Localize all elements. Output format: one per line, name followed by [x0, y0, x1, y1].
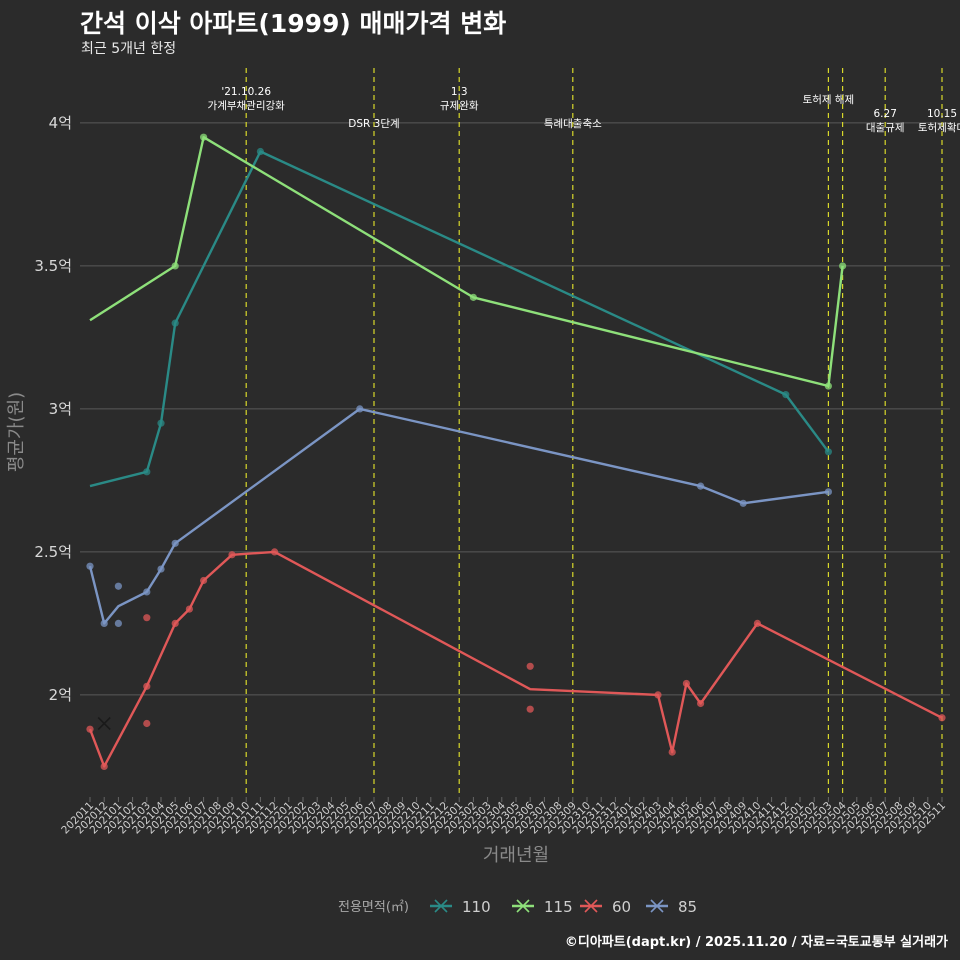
event-label: '21.10.26 [221, 86, 271, 98]
legend-title: 전용면적(㎡) [338, 900, 409, 915]
event-label: 가계부채관리강화 [208, 100, 286, 112]
data-point-60 [753, 619, 762, 628]
credit-text: ©디아파트(dapt.kr) / 2025.11.20 / 자료=국토교통부 실… [564, 935, 948, 950]
series-line-60 [88, 550, 943, 768]
data-point-85 [697, 482, 705, 490]
series-line-110 [89, 150, 830, 488]
legend-label: 110 [462, 898, 491, 916]
data-point-60 [697, 699, 705, 708]
y-tick-label: 4억 [49, 114, 72, 132]
data-point-60 [526, 662, 534, 670]
event-label: 1.3 [451, 86, 468, 98]
data-point-115 [171, 262, 179, 270]
y-tick-label: 2.5억 [34, 543, 72, 561]
data-point-60 [682, 679, 691, 688]
event-label: 토허제 해제 [803, 93, 855, 106]
event-label: 10.15 [927, 108, 957, 120]
data-point-60 [526, 705, 534, 713]
event-label: 대출규제 [866, 122, 905, 134]
data-point-60 [86, 725, 94, 733]
legend-swatch-mark [516, 899, 530, 913]
legend-swatch-mark [650, 899, 664, 913]
data-point-85 [171, 539, 179, 547]
data-point-60 [143, 682, 151, 690]
data-point-60 [143, 719, 151, 728]
event-label: DSR 3단계 [348, 118, 399, 130]
y-tick-label: 3억 [49, 400, 72, 418]
data-point-60 [185, 605, 193, 613]
data-point-85 [86, 562, 94, 570]
series-line-115 [89, 135, 844, 388]
legend-label: 85 [678, 898, 697, 916]
y-tick-label: 3.5억 [34, 257, 72, 275]
data-point-110 [171, 319, 179, 327]
data-point-60 [228, 551, 236, 559]
data-point-60 [200, 576, 208, 585]
legend-label: 115 [544, 898, 573, 916]
data-point-110 [256, 147, 264, 156]
data-point-60 [271, 548, 279, 556]
data-point-110 [824, 448, 833, 456]
data-point-60 [668, 748, 676, 756]
data-point-110 [782, 391, 790, 399]
data-point-110 [157, 419, 165, 427]
data-point-60 [938, 714, 946, 722]
chart-subtitle: 최근 5개년 한정 [81, 41, 177, 57]
legend-swatch-mark [584, 899, 598, 913]
data-point-85 [100, 619, 108, 628]
data-point-60 [143, 614, 151, 622]
data-point-115 [839, 262, 847, 270]
event-label: 토허제확대 [918, 121, 960, 134]
data-point-115 [824, 382, 833, 390]
data-point-85 [114, 619, 122, 628]
event-label: 규제완화 [440, 99, 479, 112]
data-point-115 [200, 133, 208, 141]
data-point-85 [114, 582, 122, 590]
data-point-85 [143, 588, 151, 596]
event-label: 특례대출축소 [544, 118, 602, 130]
data-point-85 [739, 499, 747, 507]
series-line-85 [88, 407, 829, 625]
legend-swatch-mark [434, 899, 448, 913]
data-point-60 [654, 691, 662, 699]
event-label: 6.27 [874, 108, 897, 120]
x-axis-label: 거래년월 [483, 845, 549, 866]
legend: 전용면적(㎡) 110 115 60 85 [338, 898, 697, 916]
data-point-60 [100, 762, 108, 771]
data-point-60 [171, 619, 179, 628]
data-point-115 [469, 293, 477, 301]
y-axis-label: 평균가(원) [6, 392, 27, 472]
data-point-85 [356, 405, 364, 413]
data-point-85 [157, 565, 165, 573]
legend-label: 60 [612, 898, 631, 916]
chart-title: 간석 이삭 아파트(1999) 매매가격 변화 [80, 9, 507, 38]
data-point-110 [143, 468, 151, 476]
marked-point-60 [97, 716, 111, 731]
data-point-85 [824, 488, 833, 496]
y-tick-label: 2억 [49, 686, 72, 704]
